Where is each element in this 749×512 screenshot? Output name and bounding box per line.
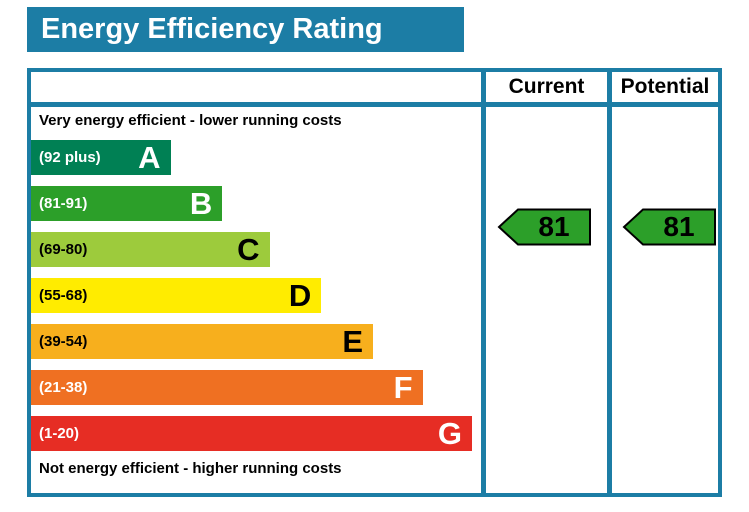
band-letter: A: [138, 140, 161, 175]
band-range-label: (39-54): [39, 333, 88, 350]
band-d: (55-68) D: [31, 278, 322, 313]
left-arrow-icon: [622, 208, 716, 246]
band-range-label: (21-38): [39, 379, 88, 396]
potential-column-header: Potential: [620, 75, 710, 98]
top-note: Very energy efficient - lower running co…: [39, 112, 342, 129]
left-arrow-icon: [497, 208, 591, 246]
band-b: (81-91) B: [31, 186, 223, 221]
band-range-label: (1-20): [39, 425, 80, 442]
current-rating-value: 81: [538, 211, 570, 242]
band-range-label: (92 plus): [39, 149, 101, 166]
current-column-divider: [481, 72, 486, 493]
bottom-note: Not energy efficient - higher running co…: [39, 460, 342, 477]
band-letter: E: [342, 324, 363, 359]
band-f: (21-38) F: [31, 370, 423, 405]
band-a: (92 plus) A: [31, 140, 171, 175]
energy-efficiency-chart: Current Potential Very energy efficient …: [27, 68, 722, 497]
band-letter: C: [237, 232, 260, 267]
band-g: (1-20) G: [31, 416, 472, 451]
header-divider: [31, 102, 718, 107]
band-range-label: (69-80): [39, 241, 88, 258]
band-letter: G: [437, 416, 462, 451]
band-range-label: (81-91): [39, 195, 88, 212]
rating-bands: (92 plus) A (81-91) B (69-80) C (55-68) D (39-54…: [31, 140, 481, 462]
band-c: (69-80) C: [31, 232, 270, 267]
band-e: (39-54) E: [31, 324, 373, 359]
potential-rating-value: 81: [663, 211, 695, 242]
potential-column-divider: [607, 72, 612, 493]
page-title: Energy Efficiency Rating: [27, 7, 464, 52]
band-letter: B: [189, 186, 213, 221]
current-rating-arrow: 81: [497, 207, 592, 247]
band-letter: F: [393, 370, 413, 405]
current-column-header: Current: [508, 75, 585, 98]
band-range-label: (55-68): [39, 287, 88, 304]
potential-rating-arrow: 81: [622, 207, 717, 247]
band-letter: D: [288, 278, 312, 313]
